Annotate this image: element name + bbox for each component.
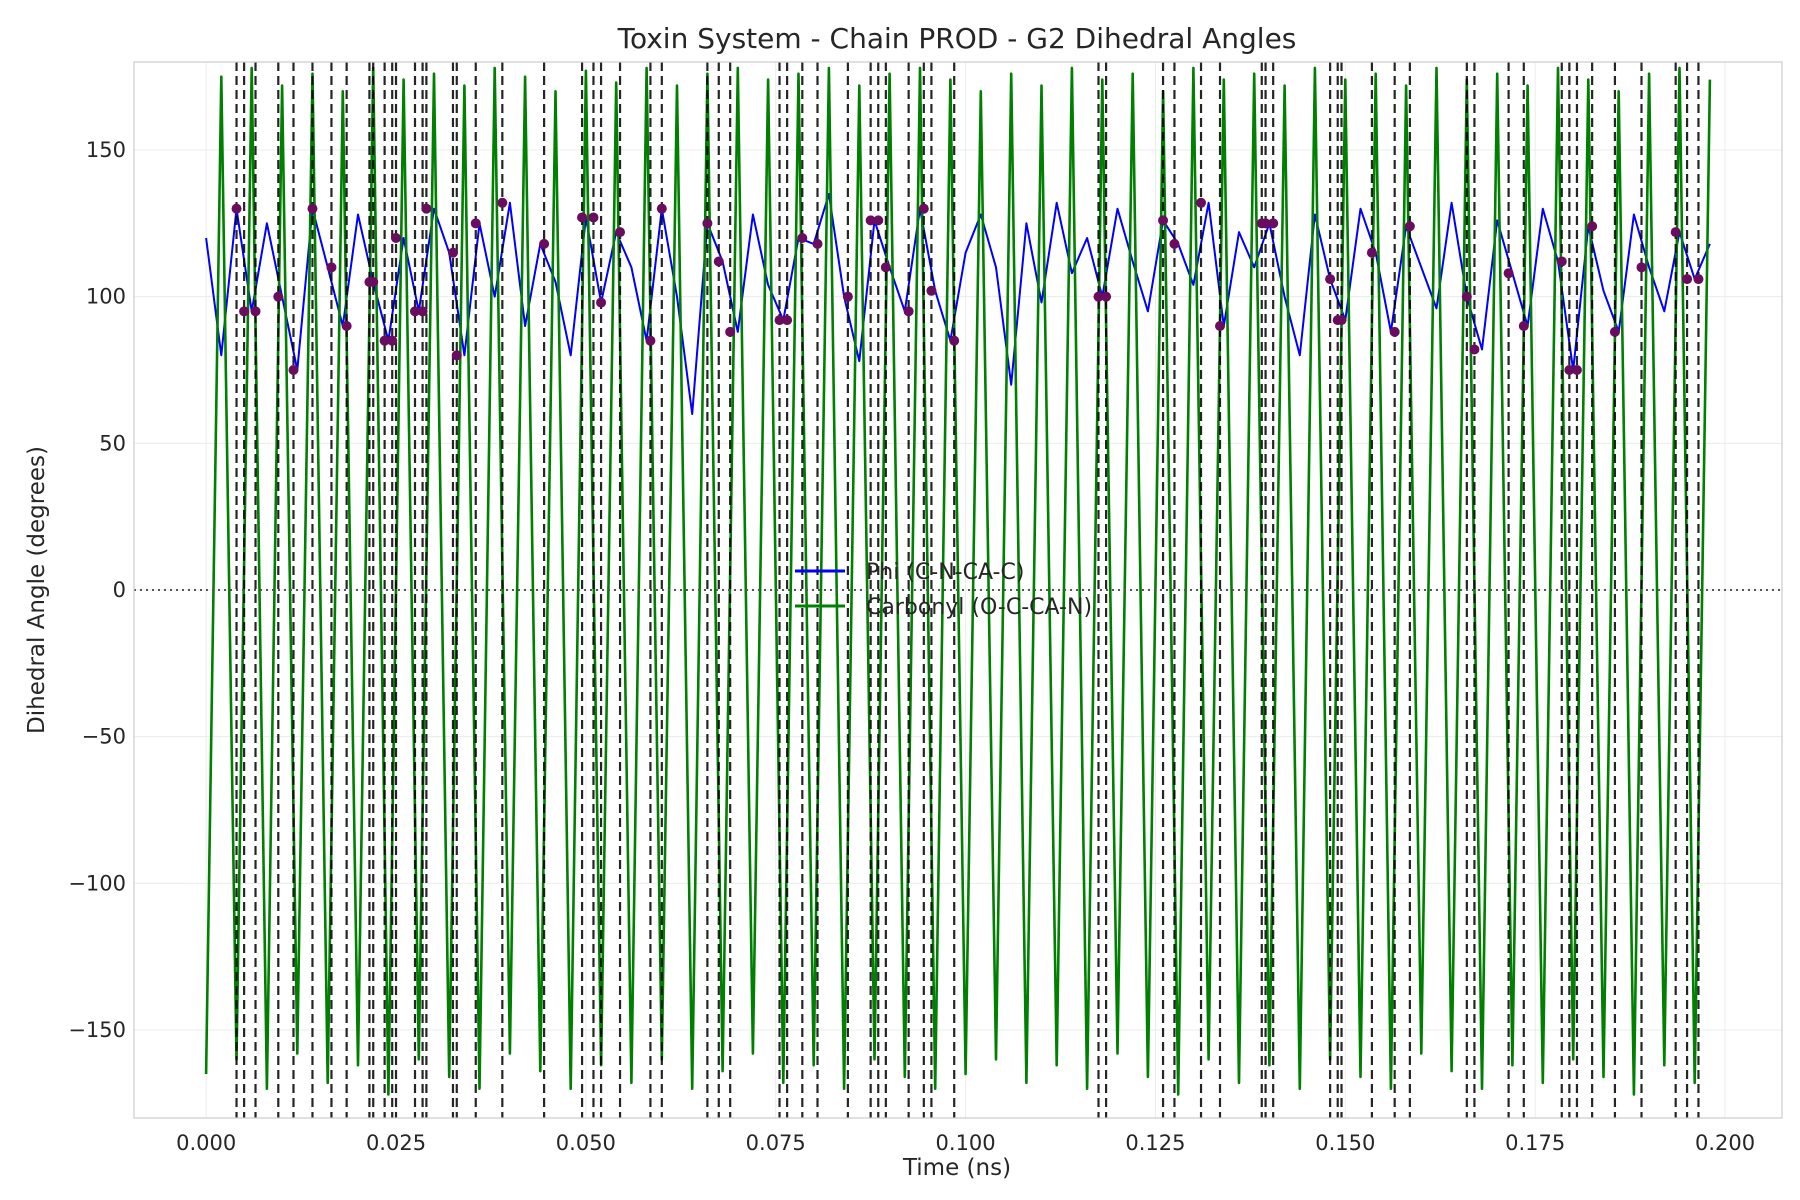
transition-marker: [656, 203, 667, 214]
transition-marker: [387, 335, 398, 346]
transition-marker: [774, 315, 785, 326]
transition-marker: [1268, 218, 1279, 229]
plot-frame: [133, 61, 1783, 1119]
y-tick-label: 50: [99, 431, 126, 455]
transition-marker: [588, 212, 599, 223]
transition-marker: [1461, 291, 1472, 302]
legend-label-phi: Phi (C-N-CA-C): [866, 560, 1024, 585]
transition-marker: [1670, 227, 1681, 238]
transition-marker: [326, 262, 337, 273]
transition-marker: [1389, 326, 1400, 337]
x-tick-label: 0.050: [556, 1131, 616, 1155]
transition-marker: [470, 218, 481, 229]
y-tick-label: −50: [82, 725, 126, 749]
transition-marker: [797, 233, 808, 243]
transition-marker: [1564, 365, 1575, 375]
transition-marker: [379, 335, 390, 346]
transition-marker: [1571, 365, 1582, 375]
transition-marker: [1336, 315, 1347, 326]
y-tick-label: −150: [68, 1018, 126, 1042]
transition-marker: [1469, 344, 1480, 355]
transition-marker: [880, 262, 891, 273]
x-tick-label: 0.150: [1315, 1131, 1375, 1155]
transition-marker: [645, 335, 656, 346]
transition-marker: [409, 306, 420, 317]
transition-marker: [497, 197, 508, 208]
x-tick-label: 0.125: [1125, 1131, 1185, 1155]
transition-marker: [273, 291, 284, 302]
transition-marker: [421, 203, 432, 214]
transition-marker: [873, 215, 884, 226]
transition-marker: [1404, 221, 1415, 232]
transition-marker: [1609, 326, 1620, 337]
transition-marker: [231, 203, 242, 214]
legend: Phi (C-N-CA-C) Carbonyl (O-C-CA-N): [795, 560, 1092, 620]
transition-marker: [596, 297, 607, 308]
legend-label-carbonyl: Carbonyl (O-C-CA-N): [866, 595, 1092, 620]
transition-marker: [865, 215, 876, 226]
y-tick-label: −100: [68, 871, 126, 895]
transition-marker: [1682, 274, 1693, 285]
transition-marker: [842, 291, 853, 302]
transition-marker: [239, 306, 250, 317]
y-tick-label: 0: [113, 578, 126, 602]
x-axis-ticks: 0.000 0.025 0.050 0.075 0.100 0.125 0.150 0.175…: [176, 1131, 1755, 1155]
transition-lines: [235, 62, 1700, 1118]
transition-marker: [1518, 321, 1529, 331]
transition-marker: [1215, 321, 1226, 331]
transition-marker: [812, 238, 823, 249]
transition-marker: [1693, 274, 1704, 285]
transition-marker: [1158, 215, 1169, 226]
transition-marker: [1101, 291, 1112, 302]
x-tick-label: 0.100: [936, 1131, 996, 1155]
transition-marker: [615, 227, 626, 238]
transition-marker: [1366, 247, 1377, 258]
transition-marker: [250, 306, 261, 317]
transition-marker: [341, 321, 352, 331]
transition-marker: [725, 326, 736, 337]
transition-marker: [903, 306, 914, 317]
transition-marker: [368, 277, 379, 287]
x-tick-label: 0.175: [1505, 1131, 1565, 1155]
chart-title: Toxin System - Chain PROD - G2 Dihedral …: [617, 22, 1297, 55]
transition-marker: [288, 365, 299, 375]
y-axis-ticks: −150 −100 −50 0 50 100 150: [68, 138, 126, 1042]
transition-marker: [1260, 218, 1271, 229]
x-tick-label: 0.000: [176, 1131, 236, 1155]
transition-marker: [451, 350, 462, 361]
transition-marker: [1169, 238, 1180, 249]
transition-marker: [949, 335, 960, 346]
x-axis-label: Time (ns): [902, 1155, 1011, 1181]
transition-marker: [713, 256, 724, 267]
y-tick-label: 100: [86, 285, 126, 309]
transition-marker: [1503, 268, 1514, 279]
y-tick-label: 150: [86, 138, 126, 162]
transition-marker: [1325, 274, 1336, 285]
x-tick-label: 0.075: [746, 1131, 806, 1155]
transition-marker: [918, 203, 929, 214]
transition-marker: [702, 218, 713, 229]
transition-marker: [1196, 197, 1207, 208]
transition-marker: [417, 306, 428, 317]
x-tick-label: 0.025: [366, 1131, 426, 1155]
transition-marker: [926, 285, 937, 296]
transition-marker: [577, 212, 588, 223]
transition-marker: [391, 233, 402, 243]
transition-marker: [1556, 256, 1567, 267]
transition-marker: [539, 238, 550, 249]
transition-markers: [231, 197, 1704, 375]
transition-marker: [782, 315, 793, 326]
transition-marker: [447, 247, 458, 258]
x-tick-label: 0.200: [1695, 1131, 1755, 1155]
transition-marker: [1587, 221, 1598, 232]
transition-marker: [1093, 291, 1104, 302]
y-axis-label: Dihedral Angle (degrees): [24, 446, 50, 734]
transition-marker: [1636, 262, 1647, 273]
transition-marker: [307, 203, 318, 214]
